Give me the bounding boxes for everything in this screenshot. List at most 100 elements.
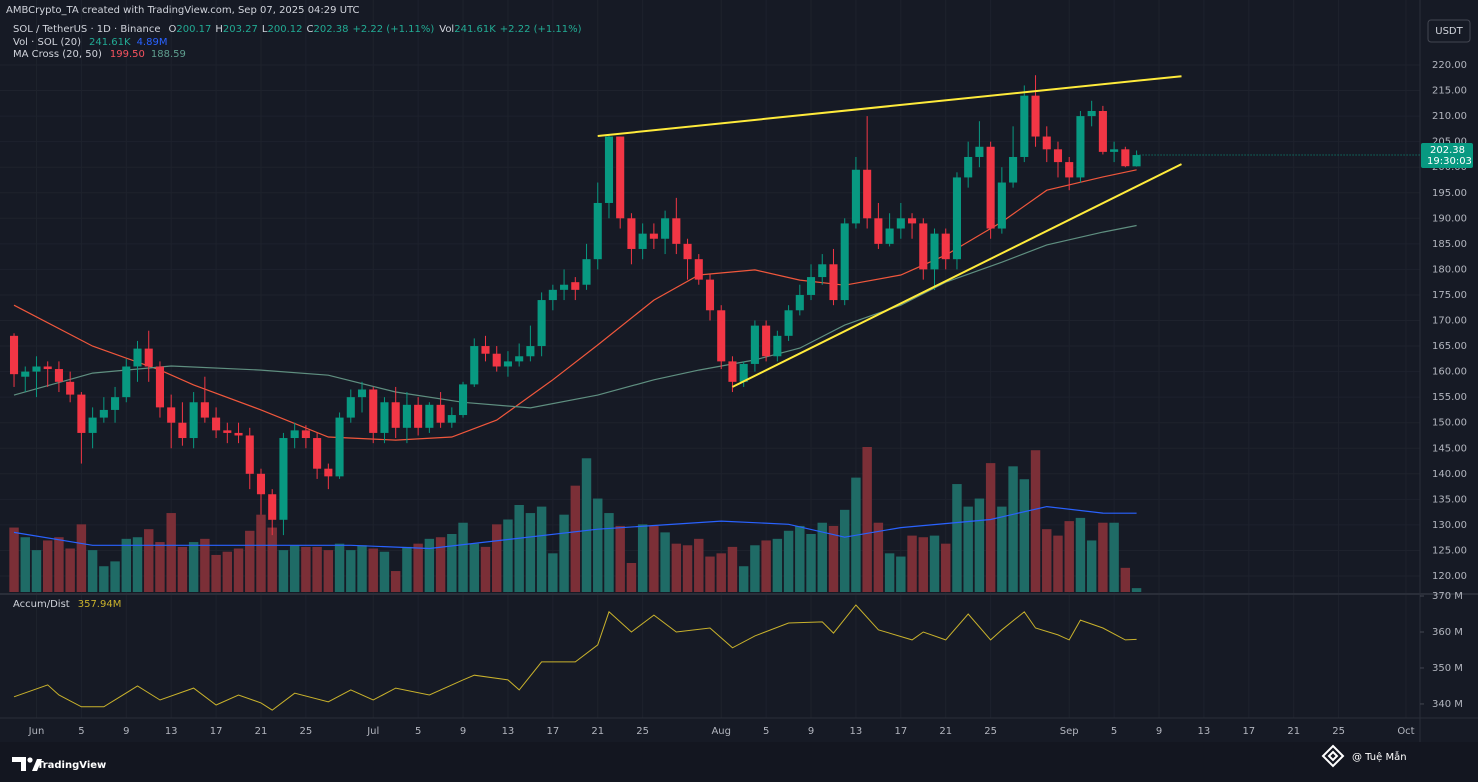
x-tick-label: 17 (1242, 726, 1255, 737)
x-tick-label: Oct (1397, 726, 1414, 737)
volume-bar (974, 498, 985, 592)
y-tick-label: 350 M (1432, 663, 1463, 674)
candle-body (313, 438, 322, 469)
volume-bar (694, 538, 704, 592)
volume-bar (435, 537, 446, 592)
volume-bar (604, 513, 614, 592)
price-label: 202.38 (1430, 145, 1465, 156)
volume-bar (312, 546, 322, 592)
candle-body (952, 177, 961, 260)
y-tick-label: 370 M (1432, 591, 1463, 602)
ma-line (13, 169, 1137, 441)
volume-bar (896, 556, 906, 592)
volume-bar (1064, 521, 1074, 592)
volume-bar (413, 543, 423, 592)
x-tick-label: 21 (591, 726, 604, 737)
volume-bar (828, 525, 839, 592)
volume-bar (211, 554, 221, 592)
candle-body (1087, 110, 1096, 117)
candle-body (256, 473, 266, 495)
candle-body (470, 346, 479, 385)
watermark: @ Tuệ Mẫn (1352, 750, 1407, 763)
volume-bar (536, 506, 547, 592)
candle-body (683, 243, 692, 260)
volume-bar (716, 553, 726, 592)
grid (0, 0, 1420, 718)
price-label-box (1421, 143, 1473, 169)
candle-body (705, 279, 715, 311)
candle-body (919, 223, 928, 270)
volume-bar (121, 538, 131, 592)
y-tick-label: 130.00 (1432, 520, 1467, 531)
volume-bar (458, 522, 468, 592)
candle-body (414, 404, 423, 428)
legend-text: 200.17 (176, 24, 211, 35)
x-tick-label: 9 (1156, 726, 1162, 737)
candle-body (1065, 162, 1074, 178)
volume-bar (817, 522, 827, 592)
candle-body (1132, 155, 1141, 167)
y-tick-label: 125.00 (1432, 545, 1467, 556)
y-tick-label: 160.00 (1432, 367, 1467, 378)
volume-bar (929, 535, 940, 592)
volume-bar (346, 550, 356, 592)
candle-body (885, 228, 894, 244)
legend-text: SOL / TetherUS · 1D · Binance (13, 24, 161, 35)
legend-text: Accum/Dist (13, 599, 70, 610)
legend-text: 241.61K (454, 24, 496, 35)
candle-body (402, 404, 411, 428)
candle-body (1121, 149, 1130, 167)
candle-body (200, 402, 209, 418)
volume-bar (9, 527, 19, 592)
footer-bar (0, 742, 1478, 782)
volume-bar (390, 571, 401, 592)
x-tick-label: 5 (763, 726, 769, 737)
x-tick-label: 17 (210, 726, 223, 737)
candle-body (503, 361, 512, 367)
watermark-icon (1321, 744, 1345, 768)
x-tick-label: 25 (636, 726, 649, 737)
volume-bar (1030, 450, 1041, 592)
x-tick-label: 5 (1111, 726, 1117, 737)
candle-body (1110, 149, 1119, 152)
candle-body (728, 361, 737, 382)
candle-body (111, 397, 120, 410)
legend-text: 199.50 (110, 49, 145, 60)
volume-bar (581, 458, 592, 592)
volume-bar (200, 538, 210, 592)
currency-box[interactable] (1427, 19, 1471, 43)
candle-body (447, 415, 456, 423)
candle-body (133, 348, 142, 367)
candle-body (245, 435, 254, 474)
volume-bar (402, 546, 412, 592)
candle-body (268, 494, 277, 520)
volume-bar (20, 537, 30, 592)
candle-body (806, 277, 816, 295)
x-tick-label: 9 (460, 726, 466, 737)
candle-body (167, 407, 176, 423)
volume-bar (952, 484, 962, 592)
volume-bar (144, 529, 154, 592)
y-tick-label: 155.00 (1432, 392, 1467, 403)
volume-bar (1042, 529, 1052, 592)
candle-body (582, 259, 591, 285)
volume-bar (132, 537, 143, 592)
candle-body (335, 417, 344, 477)
candle-body (874, 218, 883, 244)
volume-bar (357, 545, 367, 592)
candle-body (661, 218, 670, 239)
candle-body (178, 422, 187, 439)
legend-text: L (262, 24, 268, 35)
candle-body (548, 289, 557, 301)
volume-bar (750, 545, 760, 592)
volume-bar (289, 545, 300, 592)
volume-bar (1098, 522, 1108, 592)
x-tick-label: 21 (1287, 726, 1300, 737)
volume-bar (705, 556, 715, 592)
y-tick-label: 170.00 (1432, 316, 1467, 327)
candle-body (560, 284, 569, 290)
volume-bar (42, 540, 53, 592)
candle-body (324, 468, 333, 477)
legend-text: 4.89M (137, 37, 168, 48)
